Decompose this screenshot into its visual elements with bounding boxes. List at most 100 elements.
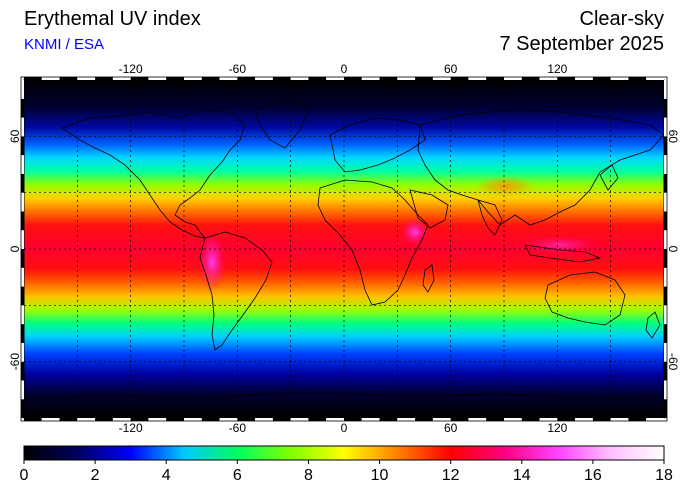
coast-africa bbox=[317, 179, 429, 306]
frame-segment-bottom bbox=[237, 418, 256, 421]
coast-north-america bbox=[61, 109, 246, 239]
coast-australia bbox=[544, 271, 626, 326]
frame-segment-bottom bbox=[201, 418, 220, 421]
frame-segment-top bbox=[468, 77, 487, 80]
colorbar-tick-label: 4 bbox=[162, 467, 171, 484]
frame-segment-left bbox=[21, 249, 24, 268]
frame-segment-bottom bbox=[24, 418, 42, 421]
frame-segment-top bbox=[41, 77, 60, 80]
frame-segment-left bbox=[21, 230, 24, 249]
lon-label: -120 bbox=[119, 421, 143, 435]
frame-segment-left bbox=[21, 192, 24, 212]
lon-label: 60 bbox=[444, 421, 458, 435]
lon-labels-top: -120 -60 0 60 120 bbox=[119, 62, 568, 76]
frame-segment-top bbox=[272, 77, 291, 80]
lat-label: 60 bbox=[666, 130, 680, 144]
coast-greenland bbox=[254, 99, 311, 149]
frame-segment-top bbox=[219, 77, 238, 80]
frame-segment-left bbox=[21, 80, 24, 99]
frame-segment-bottom bbox=[112, 418, 131, 421]
lon-label: 120 bbox=[547, 421, 567, 435]
frame-segment-left bbox=[21, 305, 24, 325]
frame-segment-left bbox=[21, 342, 24, 362]
frame-segment-bottom bbox=[628, 418, 647, 421]
lat-labels-left: 60 0 -60 bbox=[8, 129, 22, 370]
frame-segment-bottom bbox=[646, 418, 664, 421]
frame-segment-right bbox=[664, 136, 667, 156]
frame-segment-bottom bbox=[610, 418, 629, 421]
lat-label: 0 bbox=[8, 245, 22, 252]
frame-segment-bottom bbox=[308, 418, 327, 421]
coast-new-zealand bbox=[645, 311, 661, 339]
frame-segment-top bbox=[557, 77, 576, 80]
frame-segment-top bbox=[432, 77, 451, 80]
colorbar-bar bbox=[23, 445, 665, 461]
colorbar-tick-label: 18 bbox=[655, 467, 673, 484]
frame-segment-bottom bbox=[41, 418, 60, 421]
lon-labels-bottom: -120 -60 0 60 120 bbox=[119, 421, 568, 435]
frame-segment-top bbox=[166, 77, 184, 80]
coast-asia bbox=[417, 109, 664, 226]
frame-segment-top bbox=[308, 77, 327, 80]
lon-label: 0 bbox=[341, 62, 348, 76]
frame-segment-top bbox=[592, 77, 611, 80]
coast-south-america bbox=[199, 231, 273, 351]
frame-segment-top bbox=[397, 77, 416, 80]
andes-hotspot bbox=[198, 232, 226, 292]
colorbar-tick-label: 12 bbox=[442, 467, 460, 484]
frame-segment-bottom bbox=[255, 418, 273, 421]
frame-segment-top bbox=[112, 77, 131, 80]
coast-antarctica bbox=[24, 391, 664, 401]
frame-segment-top bbox=[201, 77, 220, 80]
frame-segment-right bbox=[664, 305, 667, 325]
colorbar-tick-label: 2 bbox=[91, 467, 100, 484]
lon-label: 60 bbox=[444, 62, 458, 76]
map-title: Erythemal UV index bbox=[24, 8, 201, 30]
colorbar-tick-label: 16 bbox=[584, 467, 602, 484]
lat-label: 60 bbox=[8, 129, 22, 143]
frame-segment-bottom bbox=[539, 418, 558, 421]
coast-indonesia bbox=[524, 244, 602, 263]
lon-label: 120 bbox=[547, 62, 567, 76]
frame-segment-top bbox=[361, 77, 380, 80]
coast-india bbox=[477, 199, 503, 236]
frame-segment-left bbox=[21, 399, 24, 418]
colorbar-tick-label: 0 bbox=[20, 467, 29, 484]
frame-segment-top bbox=[646, 77, 664, 80]
data-source: KNMI / ESA bbox=[24, 36, 105, 53]
maritime-hotspot bbox=[520, 235, 600, 255]
coast-japan bbox=[599, 164, 619, 191]
frame-segment-top bbox=[184, 77, 202, 80]
frame-segment-bottom bbox=[575, 418, 593, 421]
frame-segment-right bbox=[664, 117, 667, 137]
frame-segment-bottom bbox=[592, 418, 611, 421]
frame-segment-top bbox=[344, 77, 362, 80]
frame-segment-bottom bbox=[344, 418, 362, 421]
frame-segment-right bbox=[664, 342, 667, 362]
colorbar-tick-label: 8 bbox=[304, 467, 313, 484]
frame-segment-top bbox=[130, 77, 149, 80]
frame-segment-right bbox=[664, 361, 667, 381]
frame-segment-bottom bbox=[521, 418, 540, 421]
frame-segment-bottom bbox=[219, 418, 238, 421]
frame-segment-top bbox=[255, 77, 273, 80]
colorbar: 0 2 4 6 8 10 12 14 16 18 bbox=[20, 445, 673, 484]
frame-segment-left bbox=[21, 155, 24, 174]
frame-segment-bottom bbox=[450, 418, 469, 421]
map-subtitle: Clear-sky bbox=[579, 8, 664, 30]
lat-label: -60 bbox=[666, 353, 680, 371]
frame-segment-top bbox=[415, 77, 433, 80]
lat-labels-right: 60 0 -60 bbox=[666, 130, 680, 371]
frame-segment-bottom bbox=[166, 418, 184, 421]
frame-segment-top bbox=[504, 77, 522, 80]
lon-label: -60 bbox=[229, 62, 247, 76]
frame-segment-right bbox=[664, 399, 667, 418]
lat-label: 0 bbox=[666, 246, 680, 253]
frame-segment-top bbox=[59, 77, 78, 80]
coast-europe bbox=[329, 117, 426, 173]
frame-segment-bottom bbox=[504, 418, 522, 421]
lon-label: -120 bbox=[119, 62, 143, 76]
map-frame bbox=[20, 76, 668, 422]
frame-segment-bottom bbox=[557, 418, 576, 421]
